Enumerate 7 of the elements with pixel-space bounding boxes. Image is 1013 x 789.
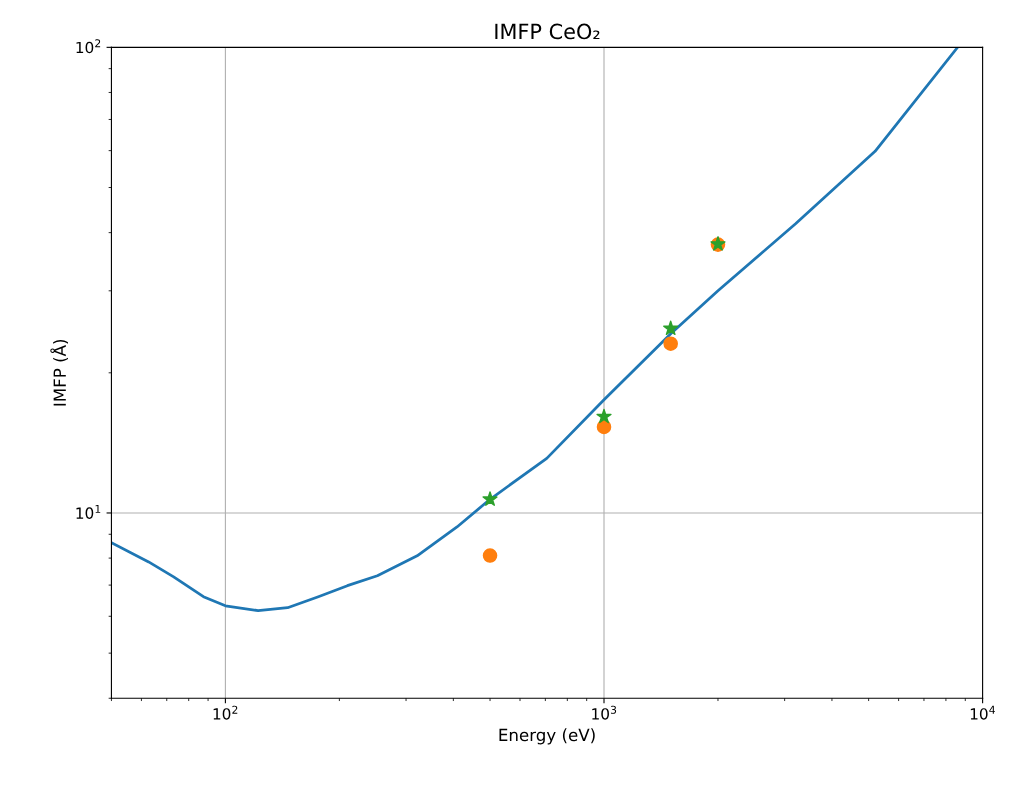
y-axis-title: IMFP (Å) (50, 339, 68, 406)
chart-title: IMFP CeO₂ (495, 23, 600, 40)
x-axis-title: Energy (eV) (499, 728, 595, 745)
y-tick-label: 10$^{1}$ (76, 505, 101, 519)
x-tick-label: 10$^{4}$ (970, 705, 995, 720)
x-tick-label: 10$^{3}$ (592, 705, 617, 720)
x-tick-label: 10$^{2}$ (213, 705, 238, 720)
